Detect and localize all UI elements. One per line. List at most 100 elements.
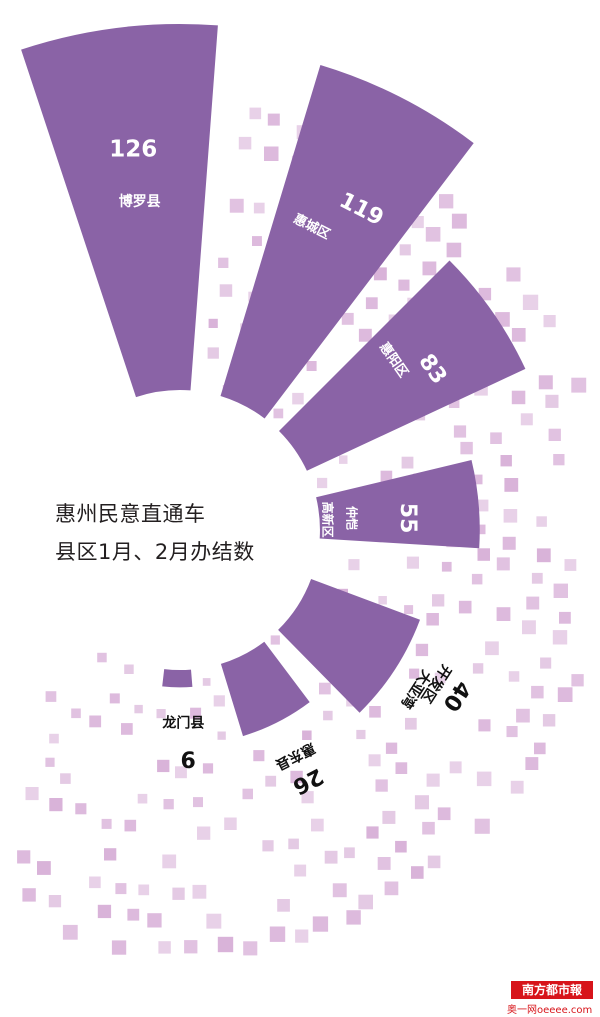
- chart-title-line-1: 惠州民意直通车: [55, 502, 206, 526]
- decorative-dot: [434, 672, 446, 684]
- decorative-dot: [301, 791, 314, 804]
- decorative-dot: [399, 244, 411, 256]
- decorative-dot: [319, 682, 331, 695]
- decorative-dot: [525, 757, 539, 770]
- decorative-dot: [439, 194, 454, 209]
- decorative-dot: [273, 408, 284, 419]
- decorative-dot: [217, 936, 234, 953]
- decorative-dot: [508, 671, 520, 682]
- decorative-dot: [270, 635, 280, 645]
- decorative-dot: [503, 509, 518, 523]
- category-label-4: 仲恺: [345, 506, 360, 530]
- decorative-dot: [472, 663, 484, 674]
- decorative-dot: [502, 536, 516, 550]
- decorative-dot: [427, 855, 441, 869]
- decorative-dot: [538, 375, 553, 390]
- bar-5: [278, 579, 420, 713]
- decorative-dot: [213, 695, 225, 707]
- decorative-dot: [531, 572, 543, 584]
- decorative-dot: [253, 202, 265, 214]
- decorative-dot: [425, 227, 441, 242]
- bar-3: [279, 260, 526, 471]
- decorative-dot: [288, 838, 299, 850]
- decorative-dot: [564, 559, 577, 571]
- decorative-dot: [124, 664, 134, 674]
- decorative-dot: [500, 455, 512, 467]
- decorative-dot: [415, 643, 429, 657]
- decorative-dot: [395, 762, 408, 774]
- decorative-dot: [496, 607, 511, 621]
- decorative-dot: [477, 548, 490, 561]
- decorative-dot: [385, 742, 398, 754]
- decorative-dot: [522, 294, 539, 310]
- decorative-dot: [243, 941, 258, 956]
- watermark-site: 奥一网oeeee.com: [507, 1005, 593, 1016]
- decorative-dot: [97, 652, 107, 663]
- decorative-dot: [426, 613, 439, 626]
- decorative-dot: [312, 916, 329, 932]
- decorative-dot: [253, 750, 265, 762]
- decorative-dot: [22, 888, 36, 902]
- watermark-brand: 南方都市報: [511, 981, 593, 999]
- decorative-dot: [25, 787, 39, 801]
- decorative-dot: [45, 757, 55, 767]
- decorative-dot: [127, 908, 140, 921]
- decorative-dot: [242, 788, 253, 800]
- decorative-dot: [449, 761, 462, 774]
- decorative-dot: [414, 795, 429, 810]
- decorative-dot: [295, 929, 309, 943]
- decorative-dot: [358, 328, 372, 342]
- decorative-dot: [542, 714, 556, 727]
- decorative-dot: [552, 630, 568, 645]
- decorative-dot: [472, 474, 483, 485]
- decorative-dot: [137, 793, 148, 804]
- decorative-dot: [45, 691, 57, 702]
- decorative-dot: [163, 799, 174, 810]
- category-label-7: 龙门县: [161, 714, 204, 731]
- decorative-dot: [478, 719, 491, 732]
- decorative-dot: [302, 730, 312, 740]
- decorative-dot: [317, 477, 328, 489]
- decorative-dot: [238, 136, 252, 150]
- decorative-dot: [323, 710, 333, 721]
- bar-1: [21, 23, 218, 398]
- decorative-dot: [202, 678, 211, 686]
- decorative-dot: [109, 693, 120, 704]
- decorative-dot: [571, 377, 587, 393]
- decorative-dot: [460, 441, 473, 455]
- bar-4: [316, 460, 480, 549]
- decorative-dot: [520, 413, 533, 426]
- decorative-dot: [553, 454, 565, 466]
- decorative-dot: [264, 146, 279, 161]
- value-label-1: 126: [109, 136, 157, 162]
- decorative-dot: [422, 261, 437, 276]
- decorative-dot: [75, 803, 87, 815]
- decorative-dot: [540, 657, 552, 669]
- decorative-dot: [134, 704, 143, 714]
- decorative-dot: [458, 600, 472, 614]
- decorative-dot: [506, 267, 521, 282]
- decorative-dot: [202, 763, 214, 774]
- decorative-dot: [49, 798, 63, 812]
- decorative-dot: [380, 470, 393, 483]
- decorative-dot: [404, 605, 414, 615]
- decorative-dot: [97, 904, 112, 919]
- decorative-dot: [536, 548, 551, 563]
- decorative-dot: [369, 706, 381, 718]
- decorative-dot: [373, 267, 387, 281]
- decorative-dot: [184, 940, 198, 954]
- decorative-dot: [101, 818, 112, 829]
- decorative-dot: [516, 708, 530, 723]
- decorative-dot: [62, 924, 78, 940]
- decorative-dot: [224, 817, 237, 830]
- value-label-6: 26: [288, 763, 327, 799]
- decorative-dot: [411, 866, 424, 879]
- decorative-dot: [474, 818, 490, 834]
- decorative-dot: [511, 390, 526, 405]
- decorative-dot: [332, 883, 347, 898]
- bar-6: [220, 641, 310, 737]
- decorative-dot: [559, 611, 571, 624]
- decorative-dot: [138, 884, 150, 896]
- decorative-dot: [504, 478, 519, 492]
